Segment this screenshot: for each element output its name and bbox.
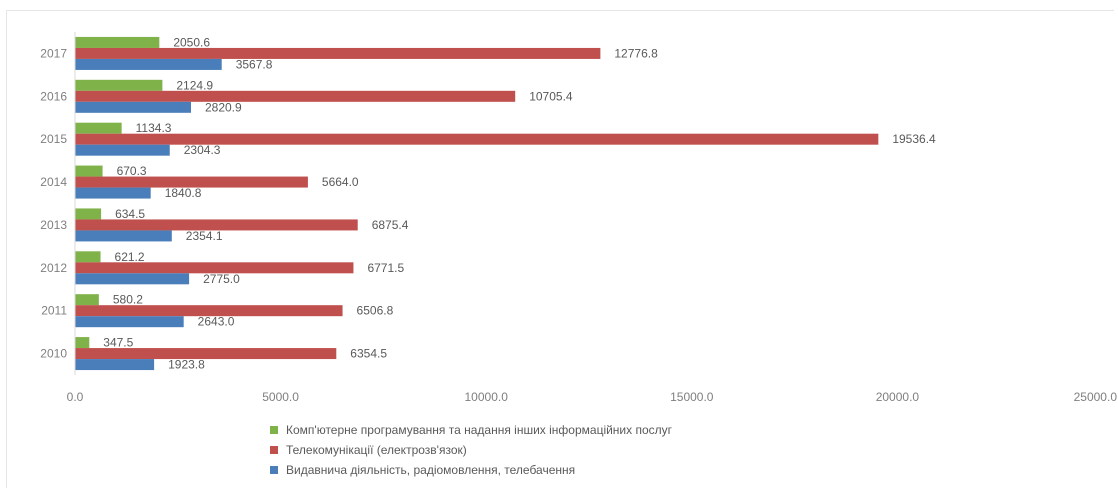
bar-2012-series-2 — [75, 262, 354, 274]
bar-2011-series-3 — [75, 316, 184, 328]
y-tick-label-2017: 2017 — [40, 46, 67, 60]
bar-2010-series-2 — [75, 348, 337, 360]
data-label-2010-series-3: 1923.8 — [168, 358, 205, 372]
bar-2013-series-2 — [75, 219, 358, 231]
bar-2012-series-1 — [75, 251, 101, 263]
bars — [75, 36, 879, 371]
y-tick-label-2016: 2016 — [40, 89, 67, 103]
data-label-2015-series-1: 1134.3 — [136, 121, 172, 135]
data-label-2011-series-2: 6506.8 — [357, 304, 394, 318]
y-tick-label-2011: 2011 — [41, 304, 67, 318]
data-labels: 2050.6 12776.8 3567.8 2124.9 10705.4 2820.9 11… — [103, 35, 936, 371]
bar-2017-series-2 — [75, 47, 601, 59]
bar-2014-series-3 — [75, 187, 151, 199]
x-axis-tick-labels: 0.0 5000.0 10000.0 15000.0 20000.0 25000.0 — [67, 390, 1118, 404]
y-tick-label-2014: 2014 — [40, 175, 67, 189]
bar-2013-series-1 — [75, 208, 102, 220]
legend-swatch-3 — [270, 466, 278, 474]
bar-2011-series-1 — [75, 294, 99, 306]
bar-2015-series-3 — [75, 144, 170, 156]
data-label-2010-series-2: 6354.5 — [350, 347, 387, 361]
data-label-2015-series-2: 19536.4 — [892, 132, 936, 146]
x-tick-label-4: 20000.0 — [876, 390, 920, 404]
data-label-2011-series-1: 580.2 — [113, 293, 143, 307]
bar-2017-series-1 — [75, 36, 160, 48]
data-label-2015-series-3: 2304.3 — [184, 143, 221, 157]
bar-2016-series-3 — [75, 101, 191, 113]
data-label-2013-series-3: 2354.1 — [186, 229, 223, 243]
data-label-2016-series-1: 2124.9 — [176, 78, 213, 92]
data-label-2017-series-2: 12776.8 — [614, 46, 658, 60]
legend-label-2: Телекомунікації (електрозв'язок) — [286, 443, 467, 457]
data-label-2012-series-2: 6771.5 — [367, 261, 404, 275]
legend-item-2: Телекомунікації (електрозв'язок) — [270, 440, 672, 460]
legend-item-3: Видавнича діяльність, радіомовлення, тел… — [270, 460, 672, 480]
data-label-2016-series-3: 2820.9 — [205, 100, 242, 114]
data-label-2013-series-2: 6875.4 — [372, 218, 409, 232]
bar-2016-series-2 — [75, 90, 516, 102]
bar-2010-series-1 — [75, 337, 90, 349]
data-label-2013-series-1: 634.5 — [115, 207, 145, 221]
legend-label-3: Видавнича діяльність, радіомовлення, тел… — [286, 463, 576, 477]
data-label-2014-series-3: 1840.8 — [165, 186, 202, 200]
bar-chart: 2017 2016 2015 2014 2013 2012 2011 2010 2050.6 1… — [40, 32, 1118, 404]
data-label-2012-series-1: 621.2 — [115, 250, 145, 264]
bar-2011-series-2 — [75, 305, 343, 317]
legend-swatch-2 — [270, 446, 278, 454]
data-label-2011-series-3: 2643.0 — [198, 315, 235, 329]
bar-2014-series-2 — [75, 176, 308, 188]
bar-2014-series-1 — [75, 165, 103, 177]
data-label-2012-series-3: 2775.0 — [203, 272, 240, 286]
legend-swatch-1 — [270, 426, 278, 434]
y-tick-label-2013: 2013 — [40, 218, 67, 232]
bar-2010-series-3 — [75, 359, 155, 371]
data-label-2014-series-2: 5664.0 — [322, 175, 359, 189]
data-label-2016-series-2: 10705.4 — [529, 89, 573, 103]
legend-label-1: Комп'ютерне програмування та надання інш… — [286, 423, 673, 437]
chart-frame — [6, 10, 1114, 488]
bar-2016-series-1 — [75, 79, 163, 91]
x-tick-label-3: 15000.0 — [670, 390, 714, 404]
y-axis-tick-labels: 2017 2016 2015 2014 2013 2012 2011 2010 — [40, 46, 67, 360]
y-tick-label-2012: 2012 — [40, 261, 67, 275]
bar-2013-series-3 — [75, 230, 172, 242]
legend: Комп'ютерне програмування та надання інш… — [270, 420, 672, 480]
x-tick-label-2: 10000.0 — [465, 390, 509, 404]
bar-2012-series-3 — [75, 273, 190, 285]
bar-2015-series-1 — [75, 122, 122, 134]
legend-item-1: Комп'ютерне програмування та надання інш… — [270, 420, 672, 440]
y-tick-label-2015: 2015 — [40, 132, 67, 146]
x-tick-label-5: 25000.0 — [1074, 390, 1118, 404]
bar-2015-series-2 — [75, 133, 879, 145]
data-label-2017-series-3: 3567.8 — [236, 57, 273, 71]
bar-2017-series-3 — [75, 58, 222, 70]
x-tick-label-0: 0.0 — [67, 390, 84, 404]
data-label-2014-series-1: 670.3 — [117, 164, 147, 178]
x-tick-label-1: 5000.0 — [262, 390, 299, 404]
data-label-2010-series-1: 347.5 — [103, 336, 133, 350]
y-tick-label-2010: 2010 — [40, 347, 67, 361]
data-label-2017-series-1: 2050.6 — [173, 35, 210, 49]
